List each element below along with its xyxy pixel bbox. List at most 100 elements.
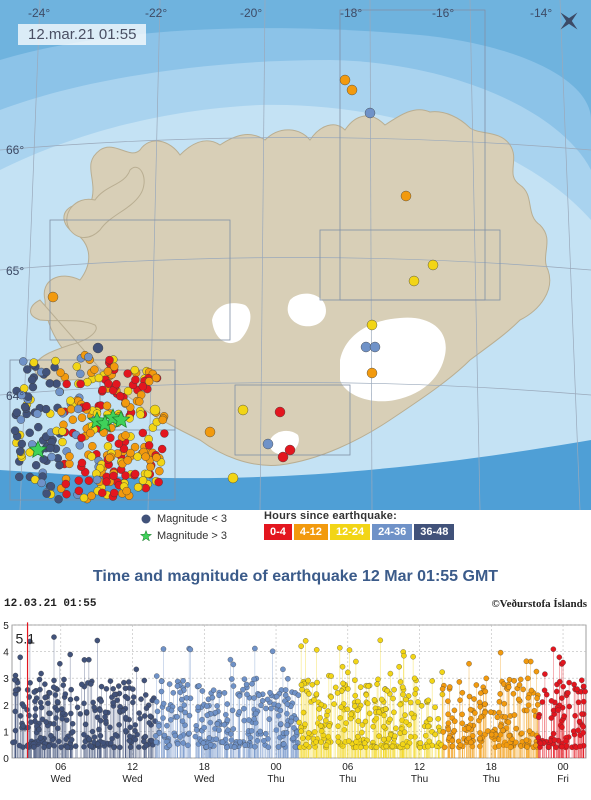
earthquake-marker [277, 451, 289, 463]
quake-point [326, 723, 333, 729]
quake-point [143, 692, 149, 698]
quake-point [371, 697, 378, 703]
earthquake-marker [366, 367, 378, 379]
earthquake-marker [12, 408, 22, 417]
quake-point [579, 677, 585, 683]
quake-point [251, 695, 257, 701]
quake-point [86, 736, 93, 742]
hours-legend-title: Hours since earthquake: [264, 510, 397, 522]
earthquake-marker [16, 415, 26, 424]
quake-point [359, 729, 365, 736]
quake-point [37, 735, 44, 741]
quake-point [153, 673, 160, 679]
earthquake-marker [103, 442, 113, 451]
quake-point [534, 695, 540, 702]
earthquake-marker [77, 433, 86, 443]
quake-point [31, 689, 37, 695]
quake-point [103, 686, 110, 692]
quake-point [325, 708, 331, 714]
quake-point [375, 676, 381, 683]
quake-point [136, 710, 142, 716]
earthquake-marker [94, 373, 104, 383]
quake-point [548, 698, 555, 704]
quake-point [237, 739, 243, 745]
earthquake-marker [122, 486, 131, 496]
quake-point [566, 679, 572, 686]
earthquake-marker [20, 402, 30, 412]
earthquake-marker [136, 410, 145, 419]
earthquake-marker [65, 452, 74, 461]
quake-point [582, 688, 588, 695]
quake-point [127, 744, 134, 750]
earthquake-marker [110, 362, 119, 371]
earthquake-marker [56, 368, 65, 377]
quake-point [545, 744, 552, 750]
x-tick-hour: 12 [414, 762, 426, 773]
quake-point [483, 675, 490, 682]
quake-point [282, 687, 289, 693]
quake-point [407, 733, 414, 740]
quake-point [465, 725, 472, 731]
quake-point [158, 678, 165, 684]
quake-point [241, 676, 248, 682]
earthquake-marker [66, 396, 75, 405]
quake-point [258, 702, 264, 709]
series-points [535, 646, 588, 758]
earthquake-marker [47, 452, 56, 462]
quake-point [397, 679, 404, 685]
quake-point [166, 742, 173, 749]
hour-bin-4-12: 4-12 [293, 524, 328, 540]
quake-point [120, 707, 127, 714]
quake-point [477, 735, 483, 742]
earthquake-marker [87, 491, 96, 500]
hour-bin-0-4: 0-4 [264, 524, 292, 540]
quake-point [83, 709, 90, 715]
quake-point [283, 730, 290, 736]
quake-point [298, 728, 304, 734]
earthquake-marker [144, 441, 154, 450]
earthquake-marker [204, 426, 216, 438]
quake-point [439, 669, 445, 675]
quake-point [183, 695, 190, 701]
quake-point [209, 694, 216, 701]
quake-point [221, 690, 228, 696]
quake-point [410, 653, 416, 660]
quake-point [257, 728, 263, 735]
magnitude-legend: Magnitude < 3 Magnitude > 3 [140, 510, 227, 544]
quake-point [90, 699, 96, 706]
quake-point [47, 690, 53, 696]
quake-point [102, 709, 109, 715]
quake-point [412, 691, 418, 697]
earthquake-marker [77, 458, 87, 468]
earthquake-marker [23, 365, 32, 374]
earthquake-marker [115, 391, 125, 401]
quake-point [468, 739, 474, 746]
earthquake-marker [400, 190, 412, 202]
quake-point [377, 637, 384, 644]
quake-point [362, 718, 369, 725]
earthquake-marker [141, 483, 151, 493]
quake-point [141, 713, 148, 719]
quake-point [418, 703, 425, 709]
quake-point [186, 712, 193, 719]
x-tick-hour: 12 [127, 762, 139, 773]
circle-icon [141, 514, 151, 523]
magnitude-chart: Time and magnitude of earthquake 12 Mar … [0, 550, 591, 800]
quake-point [417, 740, 424, 746]
series-points [296, 637, 446, 758]
quake-point [58, 744, 64, 750]
quake-point [533, 668, 540, 675]
earthquake-marker [109, 471, 118, 481]
quake-point [425, 697, 432, 704]
quake-point [295, 692, 302, 698]
quake-point [478, 714, 484, 720]
quake-point [98, 683, 105, 690]
quake-point [402, 712, 408, 718]
quake-point [524, 744, 530, 750]
x-tick-hour: 18 [486, 762, 498, 773]
quake-point [179, 696, 185, 703]
quake-point [566, 703, 573, 710]
quake-point [98, 698, 104, 704]
quake-point [572, 713, 578, 719]
quake-point [107, 678, 114, 684]
